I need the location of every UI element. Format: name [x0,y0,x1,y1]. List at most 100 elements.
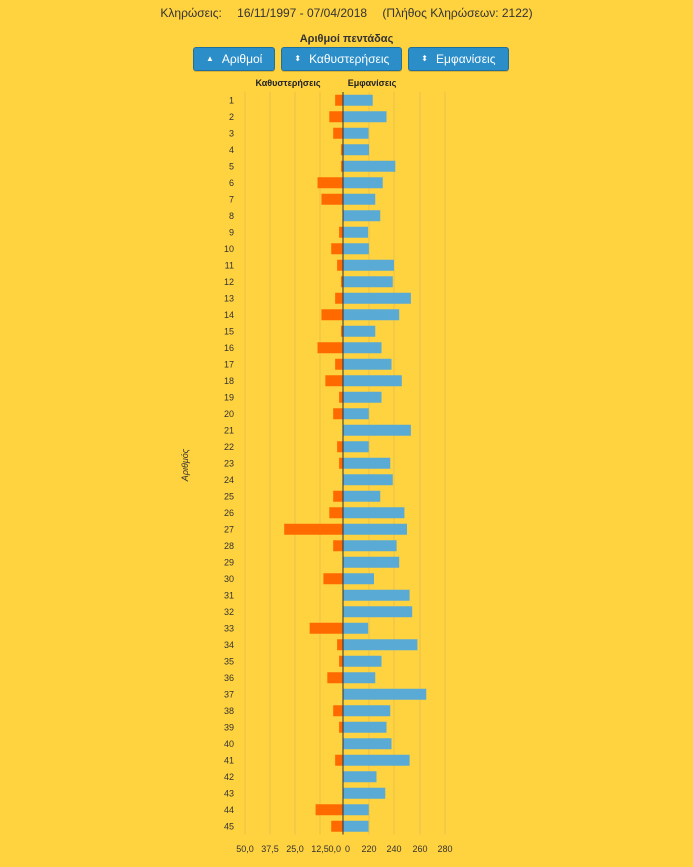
delay-bar [317,342,343,354]
delay-bar [333,705,343,717]
draws-label: Κληρώσεις: [160,6,222,20]
appearance-bar [343,210,381,222]
category-label: 18 [224,376,234,386]
category-label: 44 [224,805,234,815]
category-label: 33 [224,623,234,633]
category-label: 42 [224,772,234,782]
category-label: 37 [224,689,234,699]
appearance-bar [343,457,391,469]
delay-bar [333,540,343,552]
appearance-bar [343,391,382,403]
delay-bar [333,408,343,420]
appearance-bar [343,375,402,387]
appearance-bar [343,606,413,618]
category-label: 3 [229,128,234,138]
category-label: 20 [224,409,234,419]
delay-bar [341,276,343,288]
category-label: 13 [224,293,234,303]
category-label: 26 [224,508,234,518]
right-tick-label: 260 [412,844,427,854]
delay-bar [339,391,343,403]
category-label: 4 [229,145,234,155]
category-label: 22 [224,442,234,452]
category-label: 43 [224,788,234,798]
appearance-bar [343,655,382,667]
appearance-bar [343,820,369,832]
appearance-bar [343,705,391,717]
numbers-label: Αριθμοί [221,52,263,66]
y-axis-label: Αριθμός [180,448,190,482]
delay-bar [341,160,343,172]
delay-bar [325,375,343,387]
category-label: 38 [224,706,234,716]
category-label: 8 [229,211,234,221]
category-label: 36 [224,673,234,683]
appearances-label: Εμφανίσεις [436,52,496,66]
sort-by-appearances-button[interactable]: ⬍ Εμφανίσεις [408,47,509,71]
right-tick-label: 280 [437,844,452,854]
appearance-bar [343,754,410,766]
category-label: 1 [229,95,234,105]
appearance-bar [343,408,369,420]
appearance-bar [343,589,410,601]
category-label: 45 [224,821,234,831]
left-tick-label: 37,5 [261,844,279,854]
delay-bar [315,804,343,816]
left-tick-label: 0,0 [328,844,341,854]
delay-bar [339,721,343,733]
delays-label: Καθυστερήσεις [309,52,390,66]
category-label: 12 [224,277,234,287]
appearance-bar [343,292,411,304]
appearance-bar [343,540,397,552]
category-label: 23 [224,458,234,468]
category-label: 40 [224,739,234,749]
delay-bar [327,672,343,684]
appearance-bar [343,94,373,106]
sort-by-delays-button[interactable]: ⬍ Καθυστερήσεις [281,47,403,71]
delay-bar [321,193,343,205]
draws-header: Κληρώσεις: 16/11/1997 - 07/04/2018 (Πλήθ… [0,6,693,20]
category-label: 5 [229,161,234,171]
delay-bar [339,655,343,667]
appearance-bar [343,787,386,799]
appearance-bar [343,721,387,733]
category-label: 34 [224,640,234,650]
category-label: 19 [224,392,234,402]
delay-bar [333,490,343,502]
appearance-bar [343,193,376,205]
category-label: 14 [224,310,234,320]
delay-bar [333,127,343,139]
appearance-bar [343,226,369,238]
appearance-bar [343,160,396,172]
category-label: 35 [224,656,234,666]
category-label: 6 [229,178,234,188]
appearance-bar [343,325,376,337]
appearance-bar [343,490,381,502]
sort-by-numbers-button[interactable]: ▲ Αριθμοί [193,47,276,71]
appearance-bar [343,672,376,684]
delay-bar [321,309,343,321]
category-label: 39 [224,722,234,732]
delay-bar [309,622,343,634]
delay-bar [329,507,343,519]
category-label: 11 [225,260,234,270]
sort-buttons: ▲ Αριθμοί ⬍ Καθυστερήσεις ⬍ Εμφανίσεις [193,47,509,71]
appearance-bar [343,424,411,436]
delay-bar [337,259,343,271]
appearance-bar [343,622,369,634]
delay-bar [341,144,343,156]
appearance-bar [343,474,393,486]
left-header: Καθυστερήσεις [255,78,320,88]
category-label: 10 [224,244,234,254]
appearance-bar [343,507,405,519]
delay-bar [341,325,343,337]
category-label: 31 [224,590,234,600]
delay-bar [329,111,343,123]
appearance-bar [343,441,369,453]
delay-bar [335,94,343,106]
delay-bar [284,523,343,535]
appearance-bar [343,243,369,255]
appearance-bar [343,127,369,139]
category-label: 24 [224,475,234,485]
